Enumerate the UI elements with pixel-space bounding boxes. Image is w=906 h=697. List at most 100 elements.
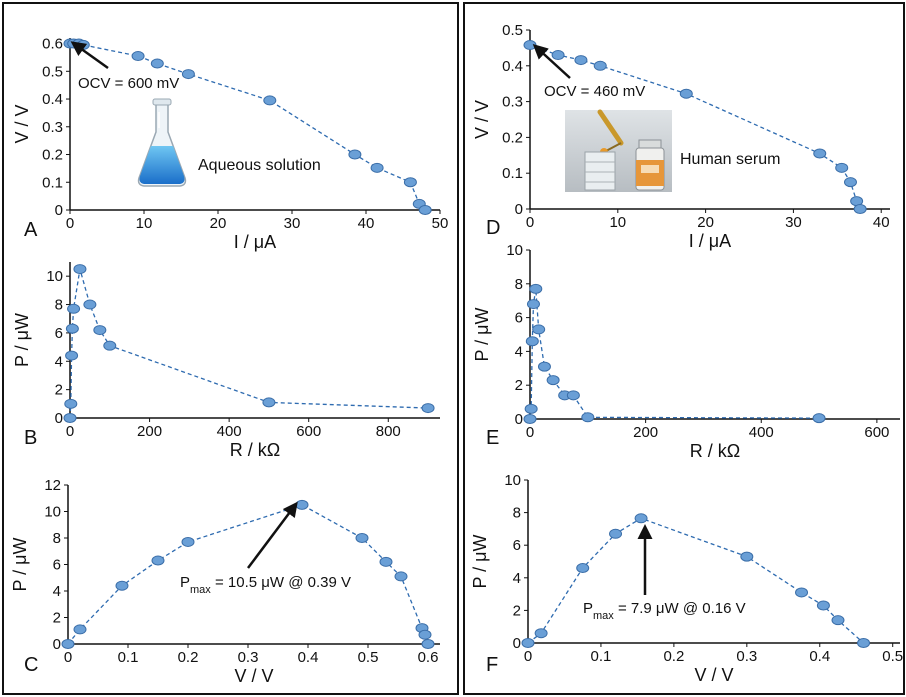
annotation-text: OCV = 600 mV [78,75,179,92]
data-point [795,587,809,598]
x-tick-label: 400 [749,424,774,441]
x-tick-label: 0.3 [238,649,259,666]
x-axis-label: I / μA [234,232,276,252]
x-tick-label: 0 [66,423,74,440]
y-tick-label: 10 [44,504,61,521]
flask-image [137,98,187,187]
fit-line [69,268,429,419]
data-point [418,629,432,640]
y-tick-label: 8 [513,505,521,522]
data-point [634,513,648,524]
y-axis-label: P / μW [472,307,492,361]
data-point [813,148,827,159]
data-point [181,69,195,80]
panel-D: 0 10 20 30 40 0 0.1 0.2 0.3 0.4 0.5 I / μA V / V D OCV… [472,22,890,251]
inset-label: Aqueous solution [198,157,321,174]
data-point [379,556,393,567]
x-tick-label: 0.3 [736,648,757,665]
data-point [421,639,435,649]
x-tick-label: 0.4 [298,649,319,666]
y-tick-label: 6 [515,310,523,327]
annotation-text: Pmax = 7.9 μW @ 0.16 V [583,600,746,622]
data-point [523,40,537,51]
x-tick-label: 0.4 [809,648,830,665]
x-tick-label: 400 [217,423,242,440]
y-tick-label: 0.6 [42,36,63,53]
data-point [532,324,546,335]
y-axis-label: P / μW [12,313,32,367]
x-tick-label: 20 [697,214,714,231]
x-tick-label: 0.5 [882,648,903,665]
y-tick-label: 0.5 [502,22,523,39]
x-tick-label: 0.1 [591,648,612,665]
x-tick-label: 10 [609,214,626,231]
data-point [63,413,77,423]
y-tick-label: 8 [53,530,61,547]
y-tick-label: 0 [53,636,61,653]
panel-label: A [24,219,38,241]
y-tick-label: 8 [515,276,523,293]
y-tick-label: 2 [55,382,63,399]
x-tick-label: 600 [296,423,321,440]
data-point [394,571,408,582]
x-tick-label: 10 [136,215,153,232]
data-point [843,177,857,188]
data-point [93,325,107,336]
x-axis-label: I / μA [689,231,731,251]
y-axis-label: P / μW [470,534,490,588]
x-axis-label: V / V [694,665,733,685]
x-tick-label: 40 [873,214,890,231]
panel-label: C [24,654,38,676]
panel-B: 0 200 400 600 800 0 2 4 6 8 10 R / kΩ P / μW B [12,262,440,460]
panel-label: F [486,654,498,676]
data-point [73,264,87,275]
fit-line [527,517,864,644]
data-point [65,323,79,334]
x-tick-label: 800 [376,423,401,440]
x-tick-label: 20 [210,215,227,232]
x-tick-label: 0.1 [118,649,139,666]
data-point [537,361,551,372]
x-tick-label: 50 [432,215,449,232]
y-tick-label: 4 [53,583,61,600]
data-point [181,536,195,547]
panel-label: B [24,427,37,449]
left-column-frame [2,2,459,695]
y-tick-label: 4 [55,353,63,370]
data-point [65,350,79,361]
data-point [740,551,754,562]
data-point [524,403,538,414]
data-point [151,555,165,566]
x-tick-label: 0 [64,649,72,666]
y-tick-label: 0 [513,635,521,652]
x-tick-label: 0 [524,648,532,665]
data-point [546,375,560,386]
x-tick-label: 0 [526,424,534,441]
data-point [853,204,867,214]
x-tick-label: 0 [526,214,534,231]
y-tick-label: 0.5 [42,63,63,80]
right-column-frame [463,2,905,695]
data-point [83,299,97,310]
data-point [421,403,435,414]
panel-A: 0 10 20 30 40 50 0 0.1 0.2 0.3 0.4 0.5 0.6 I / μA V / … [12,36,448,252]
annotation-text: OCV = 460 mV [544,83,645,100]
panel-F: 0 0.1 0.2 0.3 0.4 0.5 0 2 4 6 8 10 V / V P / μW F Pmax … [470,472,903,685]
y-axis-label: P / μW [10,537,30,591]
y-tick-label: 12 [44,477,61,494]
data-point [812,413,826,424]
y-tick-label: 0.2 [42,147,63,164]
x-tick-label: 200 [633,424,658,441]
serum-photo [565,109,672,192]
data-point [263,95,277,106]
x-axis-label: R / kΩ [230,440,280,460]
data-point [534,628,548,639]
y-tick-label: 0 [515,201,523,218]
x-tick-label: 40 [358,215,375,232]
data-point [566,390,580,401]
fit-line [70,42,426,211]
y-tick-label: 0.1 [42,174,63,191]
y-tick-label: 4 [513,570,521,587]
y-tick-label: 0.1 [502,165,523,182]
data-point [131,51,145,62]
